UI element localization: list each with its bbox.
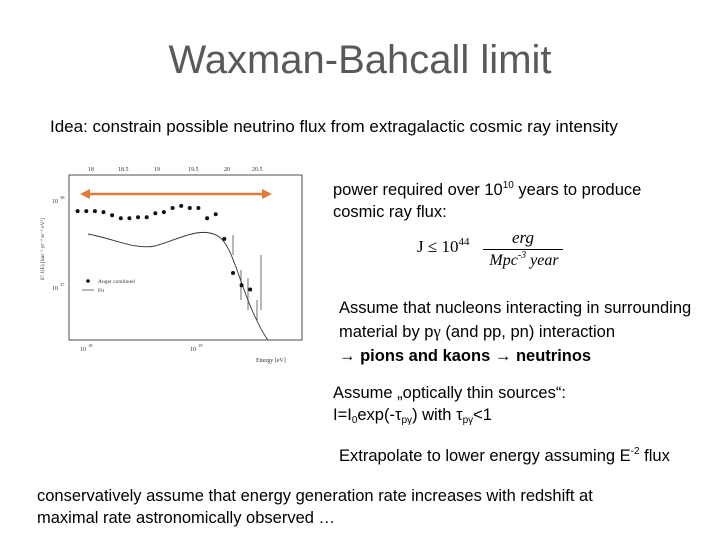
conservative-line2: maximal rate astronomically observed …: [37, 509, 336, 527]
left-tick-exp: 37: [60, 282, 65, 287]
left-tick-exp: 38: [60, 195, 65, 200]
fit-curve: [87, 231, 269, 341]
data-point: [222, 236, 227, 241]
bottom-tick-label: 10: [80, 347, 86, 353]
data-point: [84, 209, 89, 214]
top-tick-label: 19.5: [188, 167, 199, 173]
data-point: [196, 206, 201, 210]
formula-fraction-bar: [483, 249, 563, 250]
formula-lhs: J ≤ 10: [417, 237, 459, 256]
data-point: [101, 210, 106, 215]
formula-denominator: Mpc-3 year: [489, 250, 559, 270]
nucleons-line3: → pions and kaons → neutrinos: [339, 347, 592, 365]
power-line1-pre: power required over 10: [333, 181, 503, 199]
extrapolate-text: Extrapolate to lower energy assuming E-2…: [339, 446, 670, 466]
formula-numerator: erg: [511, 228, 535, 247]
energy-formula: J ≤ 1044 erg Mpc-3 year: [415, 224, 575, 278]
formula-exp: 44: [458, 236, 470, 248]
energy-range-arrow: [80, 189, 272, 199]
data-point: [127, 216, 132, 221]
data-point: [231, 271, 235, 275]
left-tick-label: 10: [52, 199, 58, 205]
data-point: [248, 287, 253, 292]
top-tick-label: 20: [224, 167, 230, 173]
data-point: [170, 206, 175, 210]
data-point: [187, 206, 192, 210]
bottom-tick-label: 10: [190, 347, 196, 353]
data-point: [239, 283, 244, 288]
data-point: [179, 203, 184, 208]
data-point: [153, 211, 158, 216]
data-point: [110, 213, 115, 218]
slide-title: Waxman-Bahcall limit: [168, 38, 552, 82]
legend-label-fit: Fit: [98, 288, 105, 294]
data-point: [92, 209, 97, 214]
legend-label-auger: Auger combined: [98, 279, 135, 285]
thin-line1: Assume „optically thin sources“:: [333, 384, 566, 402]
idea-text: Idea: constrain possible neutrino flux f…: [50, 117, 618, 136]
y-axis-label: E³ J(E) [km⁻² yr⁻¹ sr⁻¹ eV²]: [39, 218, 46, 280]
data-point: [205, 216, 210, 221]
error-bars: [232, 235, 262, 320]
top-tick-label: 18: [88, 167, 94, 173]
data-point: [75, 209, 80, 214]
power-line1-sup: 10: [502, 180, 514, 191]
conservative-line1: conservatively assume that energy genera…: [37, 487, 593, 505]
thin-line2: I=I0exp(-τpγ) with τpγ<1: [333, 406, 492, 426]
plot-frame: [68, 174, 303, 341]
data-point: [136, 215, 140, 220]
data-point: [213, 212, 218, 217]
power-line2: cosmic ray flux:: [333, 203, 447, 221]
conservative-text: conservatively assume that energy genera…: [37, 485, 593, 529]
top-tick-label: 19: [154, 167, 160, 173]
nucleons-line2: material by pγ (and pp, pn) interaction: [339, 322, 616, 341]
data-point: [118, 216, 123, 221]
data-point: [161, 210, 166, 215]
nucleons-line1: Assume that nucleons interacting in surr…: [339, 299, 692, 317]
left-tick-label: 10: [52, 286, 58, 292]
power-line1-post: years to produce: [513, 181, 642, 199]
top-tick-label: 18.5: [118, 167, 129, 173]
flux-plot: 18 18.5 19 19.5 20 20.5 10 38 10 37 10 1…: [39, 167, 303, 364]
data-point: [144, 215, 149, 220]
nucleons-text: Assume that nucleons interacting in surr…: [339, 296, 691, 368]
thin-sources-text: Assume „optically thin sources“: I=I0exp…: [333, 382, 566, 426]
bottom-tick-exp: 19: [198, 343, 203, 348]
x-axis-label: Energy [eV]: [256, 358, 286, 364]
power-text: power required over 1010 years to produc…: [333, 179, 641, 223]
legend-marker-auger: [86, 279, 90, 283]
top-tick-label: 20.5: [252, 167, 263, 173]
bottom-tick-exp: 18: [88, 343, 93, 348]
